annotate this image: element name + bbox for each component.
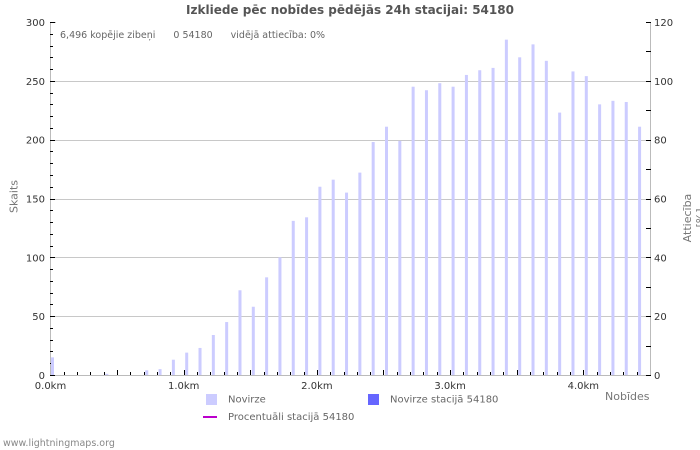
bar [158, 369, 162, 375]
legend-label: Novirze stacijā 54180 [390, 394, 499, 406]
x-tick-label: 2.0km [301, 381, 332, 392]
stats-total: 6,496 kopējie zibeņi [60, 30, 156, 41]
x-tick-label: 0.0km [35, 381, 66, 392]
legend-item-station: Novirze stacijā 54180 [368, 394, 498, 406]
bar [504, 39, 508, 376]
x-tick-label: 1.0km [168, 381, 199, 392]
y-tick-label: 100 [26, 253, 45, 264]
y2-tick-label: 100 [654, 77, 673, 88]
y-tick-label: 0 [39, 371, 45, 382]
y2-tick-label: 80 [654, 136, 667, 147]
bar [571, 71, 575, 376]
y2-tick-label: 120 [654, 18, 673, 29]
bar [265, 277, 269, 375]
bar [291, 220, 295, 375]
bar [385, 126, 388, 376]
stats-station: 0 54180 [173, 30, 213, 41]
legend-label: Novirze [228, 394, 266, 406]
chart-title: Izkliede pēc nobīdes pēdējās 24h stacija… [186, 3, 514, 17]
y-tick-label: 150 [26, 195, 45, 206]
footer-credit: www.lightningmaps.org [3, 438, 115, 449]
legend-swatch-dark [368, 394, 379, 405]
bar [345, 192, 349, 375]
bar [624, 102, 628, 375]
y-tick-label: 300 [26, 18, 45, 29]
bar [331, 179, 335, 375]
bar [358, 172, 362, 375]
bar [371, 142, 375, 375]
bar [145, 370, 149, 375]
bar [305, 217, 309, 375]
y2-tick-label: 0 [654, 371, 660, 382]
bar [598, 104, 602, 375]
x-axis-label: Nobīdes [605, 390, 650, 403]
legend-item-percent: Procentuāli stacijā 54180 [203, 412, 354, 423]
bar [531, 44, 535, 376]
bar [398, 140, 402, 375]
x-tick-label: 4.0km [568, 381, 599, 392]
legend-line-purple [203, 416, 217, 418]
bar [478, 70, 482, 375]
bar [51, 357, 54, 375]
bar [638, 126, 642, 376]
bar [558, 112, 562, 375]
y-tick-label: 200 [26, 136, 45, 147]
y2-tick-label: 20 [654, 312, 667, 323]
bar [584, 76, 588, 376]
y-tick-label: 250 [26, 77, 45, 88]
legend-swatch-light [206, 394, 217, 405]
bar [438, 83, 442, 375]
bar [451, 86, 455, 375]
bar [105, 373, 109, 375]
y2-tick-label: 40 [654, 253, 667, 264]
bar [198, 347, 202, 375]
y-axis-right-label: Attiecība [%] [681, 193, 700, 243]
bar [544, 60, 548, 376]
bar [238, 290, 242, 375]
bar [171, 359, 175, 375]
bar [491, 67, 495, 375]
y-tick-label: 50 [32, 312, 45, 323]
bar [464, 74, 468, 375]
y2-tick-label: 60 [654, 195, 667, 206]
bar [424, 90, 428, 375]
bar [225, 322, 229, 375]
bar [211, 334, 215, 375]
bar [185, 352, 189, 375]
stats-ratio: vidējā attiecība: 0% [230, 30, 326, 41]
legend-label: Procentuāli stacijā 54180 [228, 412, 355, 423]
bar [251, 306, 255, 375]
y-axis-left-label: Skaits [7, 180, 21, 213]
bar [411, 86, 415, 375]
legend-item-novirze: Novirze [206, 394, 266, 406]
x-tick-label: 3.0km [434, 381, 465, 392]
bar [278, 257, 282, 375]
stats-line: 6,496 kopējie zibeņi 0 54180 vidējā attiec… [60, 30, 343, 41]
bar [611, 100, 615, 375]
bar [318, 186, 322, 375]
bar [518, 57, 522, 376]
